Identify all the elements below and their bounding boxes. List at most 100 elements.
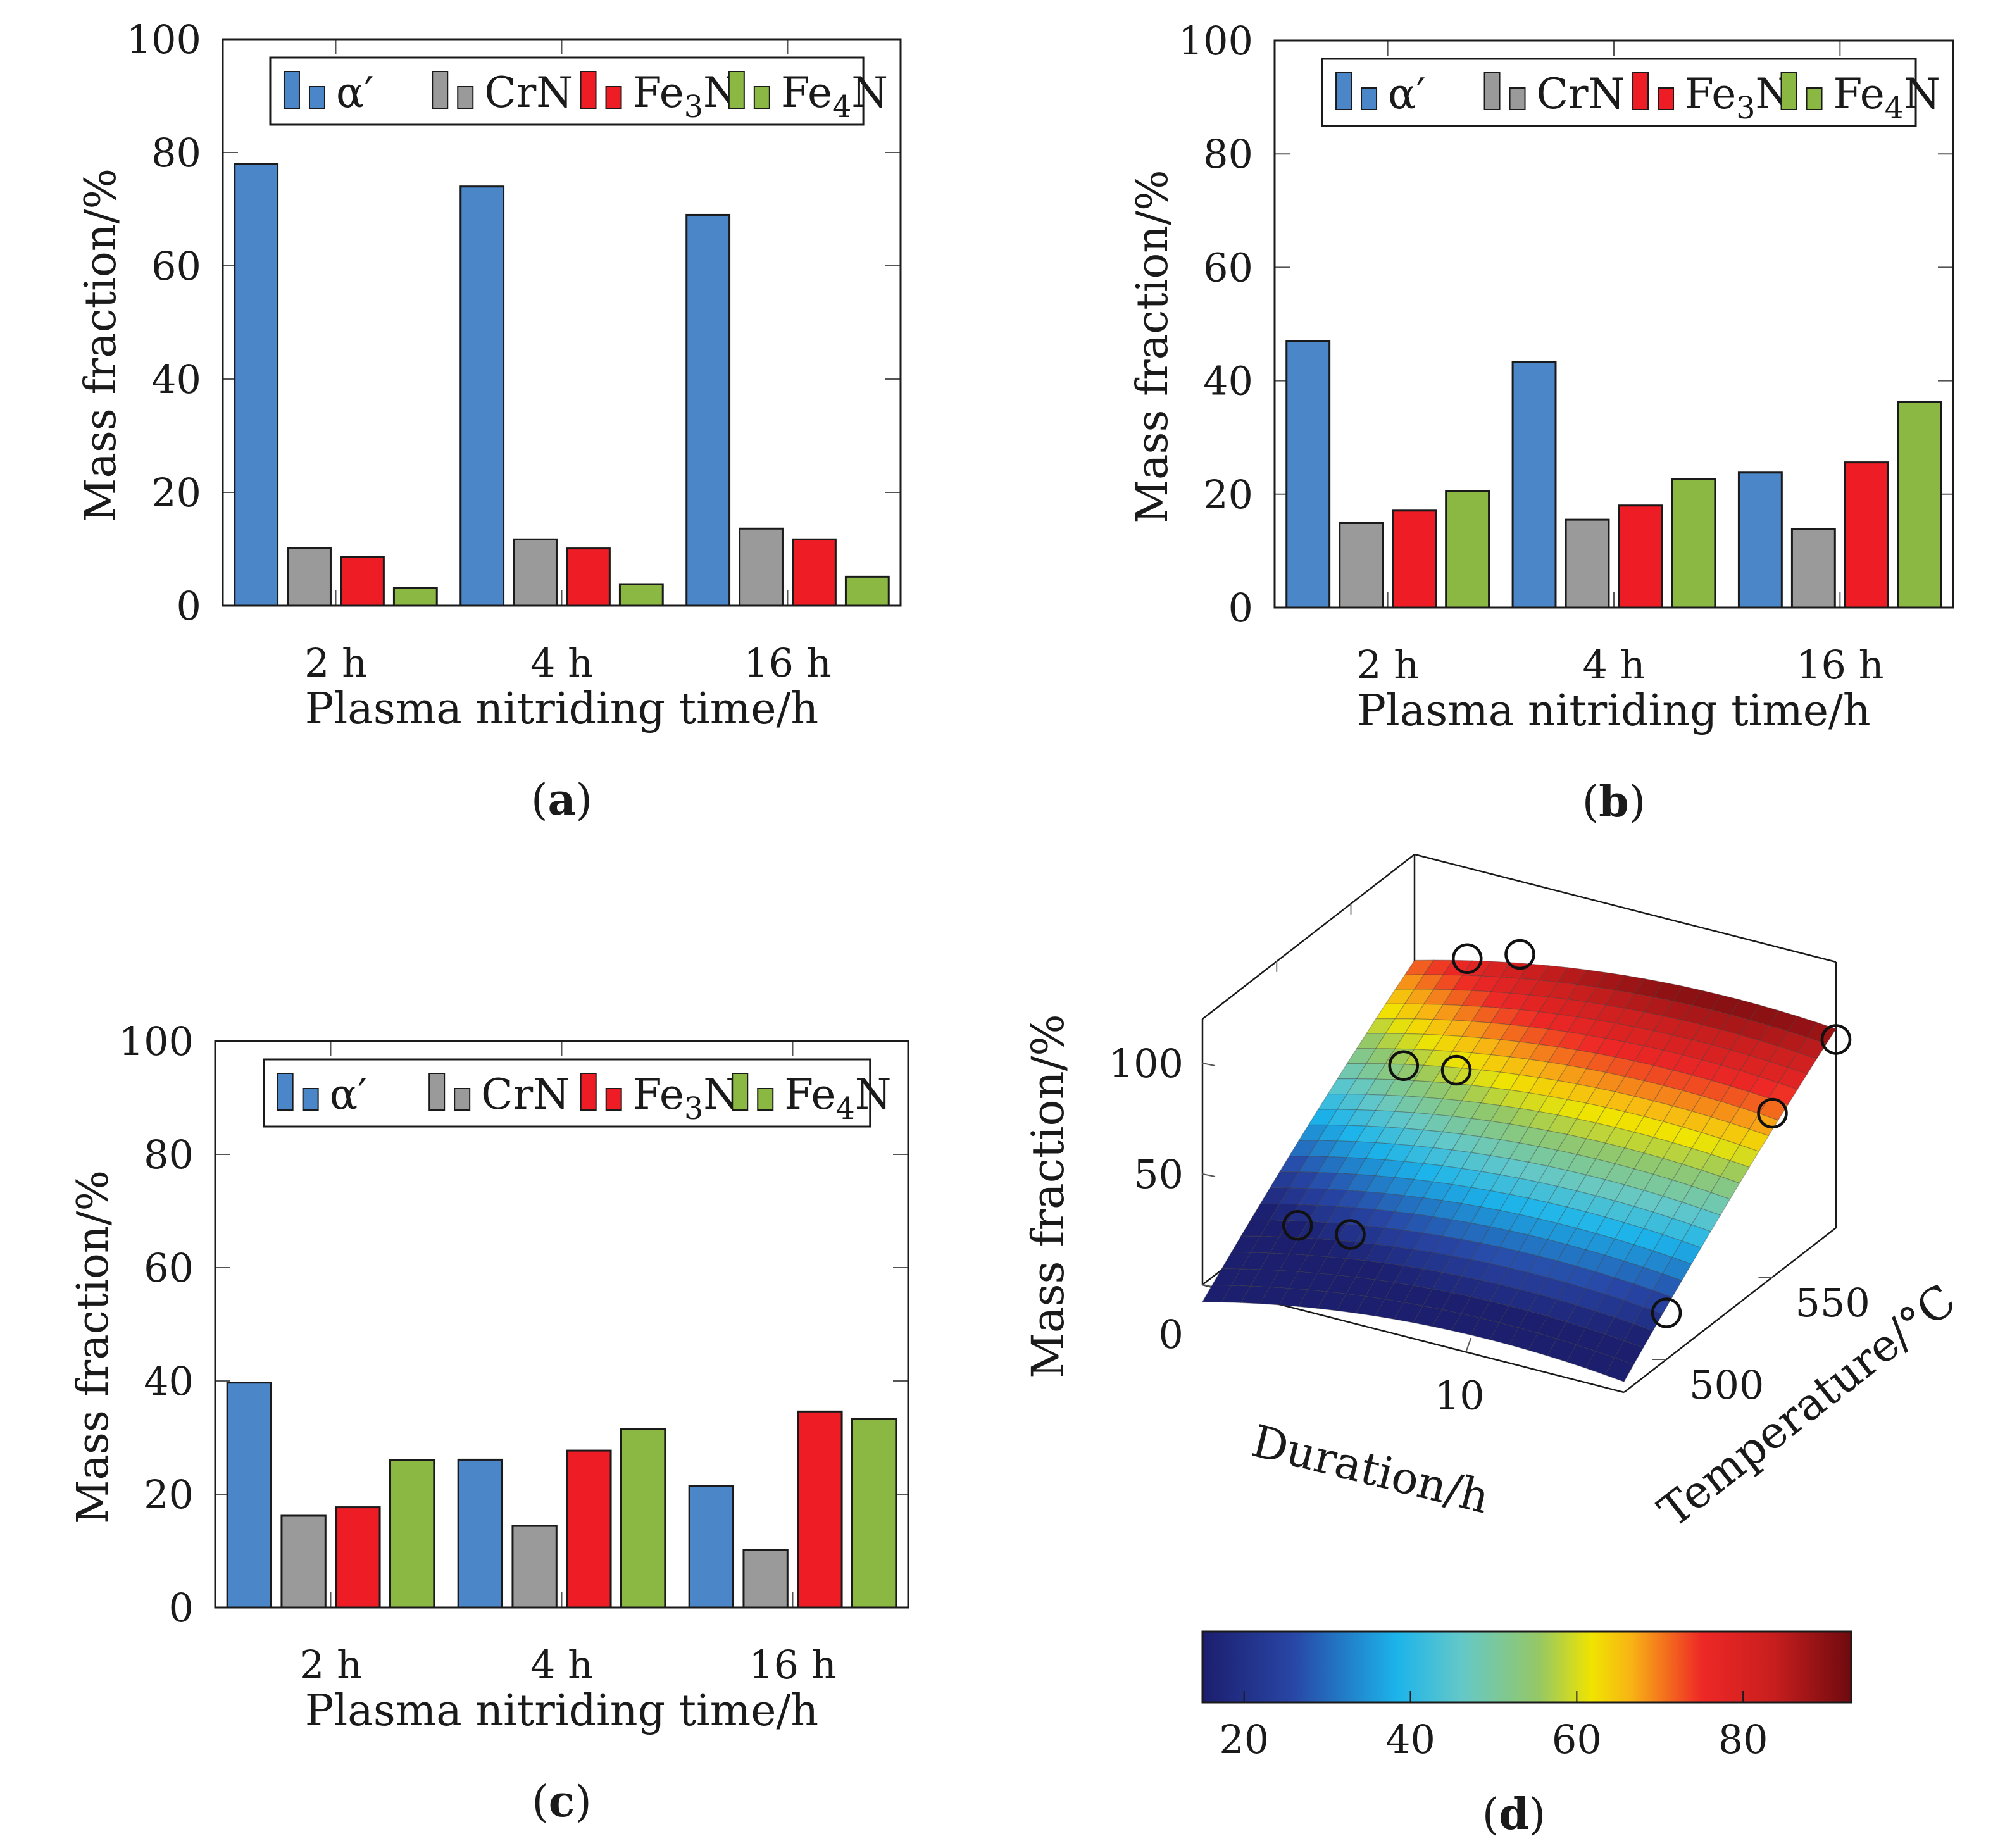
bar-4h-series-0 — [459, 185, 505, 607]
x-axis-label: Plasma nitriding time/h — [1357, 686, 1870, 736]
bar-16h-series-0 — [1737, 471, 1783, 609]
bar-4h-series-0 — [1511, 361, 1557, 609]
legend-label: Fe4N — [781, 68, 888, 125]
bar-4h-series-3 — [620, 1428, 666, 1609]
y-axis-label: Mass fraction/% — [76, 168, 126, 522]
y-axis-label: Mass fraction/% — [1128, 170, 1178, 523]
legend-label: Fe4N — [1833, 70, 1940, 126]
legend-swatch — [732, 1073, 749, 1111]
colorbar-tick-label: 60 — [1552, 1716, 1602, 1763]
y-tick-label: 550 — [1796, 1280, 1870, 1326]
x-axis-label: Plasma nitriding time/h — [305, 1686, 818, 1736]
legend-label: Fe4N — [784, 1070, 891, 1127]
legend-swatch — [1658, 87, 1675, 110]
legend-label: α′ — [1388, 70, 1426, 118]
z-tick — [1202, 1173, 1216, 1177]
bar-16h-series-0 — [685, 213, 731, 607]
surface-data-point — [1651, 1297, 1682, 1328]
bar-2h-series-3 — [1445, 490, 1490, 609]
legend: α′ CrN Fe3N Fe4N — [1321, 58, 1940, 127]
bar-4h-series-0 — [457, 1458, 504, 1609]
legend-swatch — [728, 71, 745, 109]
y-tick-label: 40 — [144, 1358, 194, 1404]
panel-label: (d) — [1482, 1789, 1546, 1840]
surface-data-point — [1335, 1219, 1366, 1250]
legend-swatch — [432, 71, 449, 109]
back-top-edge — [1202, 854, 1415, 1020]
y-tick-label: 0 — [177, 583, 201, 629]
colorbar-gradient — [1201, 1630, 1852, 1704]
legend-swatch — [302, 1088, 319, 1111]
x-axis-label: Plasma nitriding time/h — [305, 684, 818, 734]
legend-swatch — [1509, 87, 1526, 110]
x-tick-label: 4 h — [530, 640, 593, 686]
y-tick-label: 20 — [151, 470, 201, 516]
z-tick-label: 100 — [1109, 1040, 1184, 1087]
surface-cell — [1797, 1037, 1827, 1059]
z-tick — [1202, 1063, 1216, 1066]
surface-cell — [1652, 1273, 1683, 1298]
bar-16h-series-1 — [739, 527, 784, 607]
y-tick-label: 500 — [1689, 1362, 1764, 1408]
bar-16h-series-1 — [1790, 528, 1836, 609]
z-tick-label: 50 — [1134, 1151, 1184, 1197]
bar-16h-series-0 — [688, 1485, 735, 1609]
bar-16h-series-2 — [1844, 461, 1889, 609]
legend: α′ CrN Fe3N Fe4N — [263, 1058, 891, 1128]
y-tick-label: 100 — [119, 1018, 194, 1064]
colorbar-tick-label: 80 — [1718, 1716, 1768, 1763]
colorbar: 20 40 60 80 (d) — [1201, 1630, 1852, 1840]
legend-swatch — [1806, 87, 1823, 110]
bar-16h-series-3 — [851, 1418, 897, 1609]
bar-charts: 0 20 40 60 80 100 2 h 4 h 16 h α′ CrN Fe3N Fe4N Plasm… — [68, 16, 1954, 1827]
legend-swatch — [428, 1073, 446, 1111]
legend-swatch — [757, 1088, 774, 1111]
legend-swatch — [605, 86, 622, 109]
legend-swatch — [308, 86, 325, 109]
bar-2h-series-1 — [280, 1514, 327, 1609]
y-tick-label: 100 — [1178, 18, 1253, 64]
x-tick-label: 16 h — [749, 1642, 837, 1688]
x-tick-label: 4 h — [530, 1642, 593, 1688]
y-tick-label: 60 — [151, 243, 201, 289]
colorbar-tick-label: 20 — [1219, 1716, 1269, 1763]
surface-mesh — [1201, 959, 1837, 1383]
plot-frame — [222, 38, 902, 607]
legend-swatch — [605, 1088, 622, 1111]
y-axis-label: Mass fraction/% — [68, 1170, 118, 1524]
x-tick-label: 2 h — [1356, 642, 1419, 688]
plot-frame — [214, 1040, 909, 1609]
y-tick-label: 80 — [151, 130, 201, 176]
x-tick-label: 16 h — [1796, 642, 1884, 688]
bar-4h-series-2 — [1618, 504, 1663, 609]
x-axis-label: Duration/h — [1247, 1415, 1494, 1524]
surface-data-points — [1282, 939, 1852, 1328]
surface-data-point — [1820, 1024, 1852, 1055]
legend-swatch — [277, 1073, 294, 1111]
surface-cell — [1614, 1340, 1644, 1366]
colorbar-tick-label: 40 — [1385, 1716, 1435, 1763]
axis-temperature — [1623, 1227, 1837, 1393]
x-tick-label: 4 h — [1582, 642, 1645, 688]
bar-panel-a: 0 20 40 60 80 100 2 h 4 h 16 h α′ CrN Fe3N Fe4N Plasm… — [76, 16, 902, 825]
bar-4h-series-1 — [511, 1525, 558, 1609]
bar-2h-series-0 — [234, 163, 279, 607]
legend: α′ CrN Fe3N Fe4N — [269, 56, 888, 126]
legend-swatch — [580, 71, 597, 109]
legend-swatch — [1335, 72, 1352, 110]
bar-16h-series-2 — [797, 1410, 843, 1609]
surface-data-point — [1388, 1050, 1419, 1081]
bar-2h-series-3 — [389, 1459, 435, 1609]
legend-label: CrN — [484, 68, 573, 117]
legend-swatch — [1780, 72, 1797, 110]
surface-data-point — [1282, 1210, 1313, 1241]
legend-label: CrN — [481, 1070, 570, 1119]
bar-2h-series-3 — [392, 587, 438, 607]
x-tick-label: 2 h — [299, 1642, 362, 1688]
bar-panel-b: 0 20 40 60 80 100 2 h 4 h 16 h α′ CrN Fe3N Fe4N Plasm… — [1128, 18, 1954, 827]
x-tick-label: 10 — [1435, 1372, 1485, 1418]
bar-2h-series-1 — [1339, 521, 1384, 609]
panel-label: (c) — [532, 1776, 591, 1827]
